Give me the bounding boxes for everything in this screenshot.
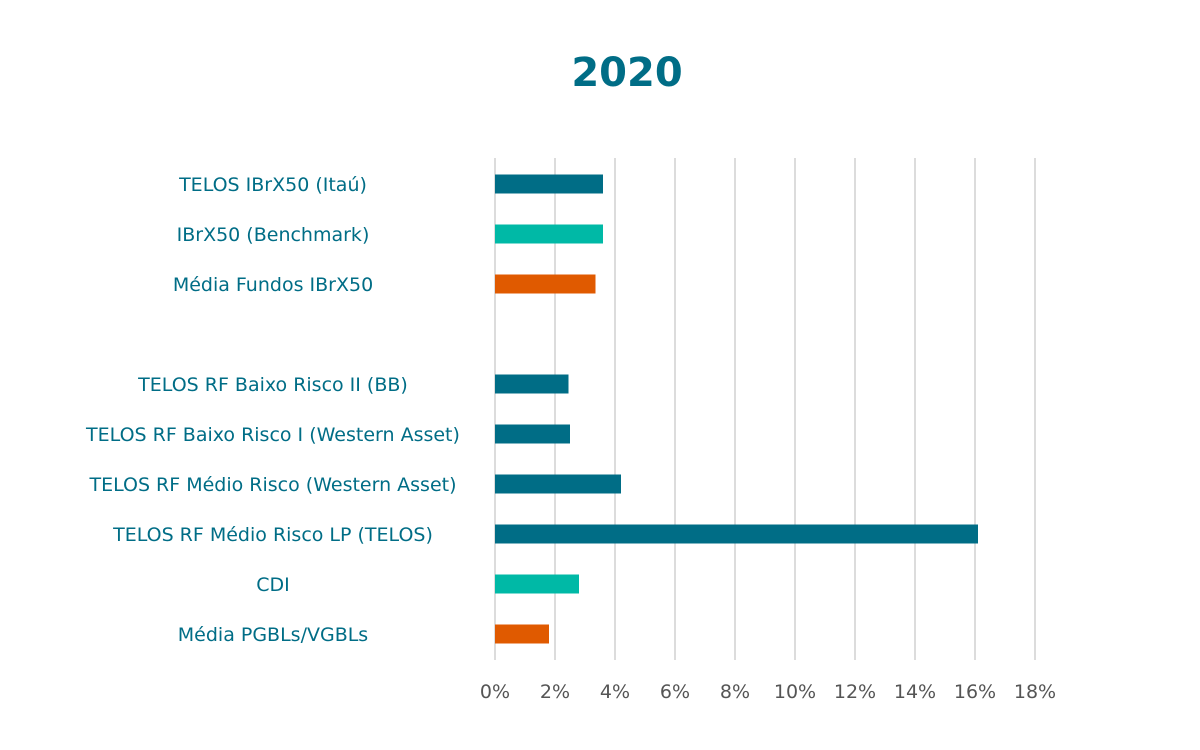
bar [495, 624, 549, 644]
bar [495, 474, 621, 494]
category-labels: TELOS IBrX50 (Itaú) IBrX50 (Benchmark) Méd… [85, 174, 460, 646]
bar [495, 524, 978, 544]
bar [495, 424, 570, 444]
category-label: TELOS RF Médio Risco LP (TELOS) [112, 524, 433, 546]
bar [495, 574, 579, 594]
bar [495, 224, 603, 244]
bars [495, 174, 978, 644]
bar [495, 274, 596, 294]
x-tick-label: 2% [540, 681, 570, 703]
bar [495, 374, 569, 394]
x-tick-label: 6% [660, 681, 690, 703]
category-label: TELOS RF Médio Risco (Western Asset) [88, 474, 456, 496]
x-tick-label: 4% [600, 681, 630, 703]
category-label: IBrX50 (Benchmark) [177, 224, 370, 246]
category-label: Média Fundos IBrX50 [173, 274, 373, 296]
x-tick-label: 10% [774, 681, 816, 703]
x-tick-label: 8% [720, 681, 750, 703]
category-label: TELOS RF Baixo Risco I (Western Asset) [85, 424, 460, 446]
x-tick-labels: 0% 2% 4% 6% 8% 10% 12% 14% 16% 18% [480, 681, 1056, 703]
bar [495, 174, 603, 194]
chart-title: 2020 [571, 50, 682, 96]
x-tick-label: 16% [954, 681, 996, 703]
x-tick-label: 0% [480, 681, 510, 703]
category-label: Média PGBLs/VGBLs [178, 624, 368, 646]
x-tick-label: 12% [834, 681, 876, 703]
x-tick-label: 18% [1014, 681, 1056, 703]
category-label: TELOS IBrX50 (Itaú) [178, 174, 367, 196]
x-tick-label: 14% [894, 681, 936, 703]
category-label: CDI [256, 574, 290, 596]
category-label: TELOS RF Baixo Risco II (BB) [137, 374, 408, 396]
